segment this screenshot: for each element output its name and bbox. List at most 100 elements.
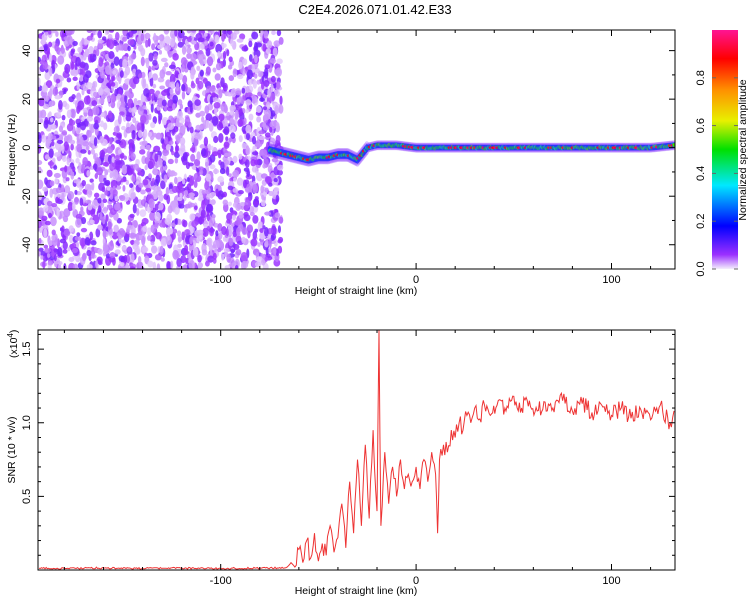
noise-speckle bbox=[197, 80, 204, 90]
noise-speckle bbox=[54, 94, 62, 100]
noise-speckle bbox=[241, 45, 249, 52]
noise-speckle bbox=[119, 139, 127, 149]
noise-speckle bbox=[63, 141, 69, 151]
noise-speckle bbox=[128, 107, 133, 113]
noise-speckle bbox=[86, 188, 93, 198]
noise-speckle bbox=[245, 159, 250, 168]
noise-speckle bbox=[178, 73, 184, 80]
noise-speckle bbox=[127, 98, 134, 109]
noise-speckle bbox=[209, 41, 214, 47]
noise-speckle bbox=[86, 30, 93, 34]
noise-speckle bbox=[177, 30, 185, 39]
noise-speckle bbox=[278, 216, 284, 224]
noise-speckle bbox=[169, 260, 174, 269]
noise-speckle bbox=[200, 209, 206, 219]
noise-speckle bbox=[60, 47, 66, 54]
noise-speckle bbox=[226, 166, 230, 176]
noise-speckle bbox=[218, 132, 224, 143]
noise-speckle bbox=[159, 222, 165, 228]
noise-speckle bbox=[82, 160, 88, 166]
noise-speckle bbox=[48, 148, 54, 159]
noise-speckle bbox=[95, 259, 99, 269]
noise-speckle bbox=[107, 73, 111, 81]
noise-speckle bbox=[38, 247, 44, 252]
noise-speckle bbox=[47, 161, 54, 166]
noise-speckle bbox=[175, 145, 180, 152]
top-x-tick-label: -100 bbox=[210, 274, 232, 286]
noise-speckle bbox=[87, 203, 93, 211]
noise-speckle bbox=[38, 97, 45, 107]
noise-speckle bbox=[186, 177, 191, 182]
noise-speckle bbox=[47, 30, 52, 35]
noise-speckle bbox=[75, 157, 80, 164]
noise-speckle bbox=[119, 111, 125, 116]
noise-speckle bbox=[184, 229, 191, 236]
noise-speckle bbox=[172, 171, 178, 177]
noise-speckle bbox=[218, 232, 223, 240]
noise-speckle bbox=[221, 253, 225, 261]
noise-speckle bbox=[189, 226, 195, 234]
noise-speckle bbox=[213, 102, 221, 109]
noise-speckle bbox=[205, 161, 209, 167]
noise-speckle bbox=[252, 80, 257, 89]
noise-speckle bbox=[217, 149, 223, 155]
noise-speckle bbox=[206, 194, 211, 200]
noise-speckle bbox=[130, 192, 135, 200]
noise-speckle bbox=[93, 153, 97, 160]
noise-speckle bbox=[205, 260, 210, 267]
noise-speckle bbox=[228, 56, 233, 63]
noise-speckle bbox=[98, 97, 105, 105]
noise-speckle bbox=[50, 117, 54, 123]
noise-speckle bbox=[63, 208, 71, 218]
noise-speckle bbox=[238, 210, 244, 219]
noise-speckle bbox=[95, 228, 101, 238]
noise-speckle bbox=[175, 117, 180, 126]
noise-speckle bbox=[101, 221, 106, 232]
noise-speckle bbox=[58, 125, 64, 133]
noise-speckle bbox=[102, 161, 109, 167]
colorbar-gradient bbox=[712, 30, 738, 269]
noise-speckle bbox=[61, 130, 68, 136]
noise-speckle bbox=[42, 253, 48, 262]
noise-speckle bbox=[210, 199, 216, 205]
noise-speckle bbox=[172, 103, 176, 111]
noise-speckle bbox=[147, 131, 153, 138]
noise-speckle bbox=[189, 192, 194, 200]
noise-speckle bbox=[107, 221, 112, 230]
noise-speckle bbox=[152, 167, 158, 176]
bottom-x-tick-label: -100 bbox=[210, 575, 232, 587]
noise-speckle bbox=[211, 116, 219, 126]
noise-speckle bbox=[197, 37, 205, 43]
noise-speckle bbox=[234, 219, 241, 226]
noise-speckle bbox=[133, 98, 138, 107]
noise-speckle bbox=[140, 189, 146, 195]
noise-speckle bbox=[166, 260, 171, 269]
top-y-tick-label: 20 bbox=[21, 93, 33, 105]
noise-speckle bbox=[73, 263, 78, 269]
noise-speckle bbox=[107, 110, 113, 119]
noise-speckle bbox=[92, 80, 98, 89]
noise-speckle bbox=[124, 65, 131, 76]
noise-speckle bbox=[177, 218, 182, 226]
noise-speckle bbox=[48, 212, 52, 219]
noise-speckle bbox=[277, 225, 281, 234]
noise-speckle bbox=[78, 162, 82, 171]
noise-speckle bbox=[255, 105, 262, 113]
noise-speckle bbox=[72, 166, 76, 173]
noise-speckle bbox=[107, 155, 112, 165]
noise-speckle bbox=[235, 90, 242, 96]
noise-speckle bbox=[137, 106, 144, 116]
noise-speckle bbox=[142, 225, 148, 232]
noise-speckle bbox=[98, 57, 104, 67]
noise-speckle bbox=[260, 185, 264, 194]
noise-speckle bbox=[180, 117, 185, 124]
noise-speckle bbox=[215, 62, 222, 71]
noise-speckle bbox=[155, 174, 161, 185]
noise-speckle bbox=[126, 166, 131, 175]
noise-speckle bbox=[97, 224, 103, 231]
noise-speckle bbox=[228, 124, 236, 134]
noise-speckle bbox=[75, 218, 82, 228]
noise-speckle bbox=[38, 134, 42, 144]
noise-speckle bbox=[158, 50, 162, 55]
noise-speckle bbox=[222, 191, 228, 198]
